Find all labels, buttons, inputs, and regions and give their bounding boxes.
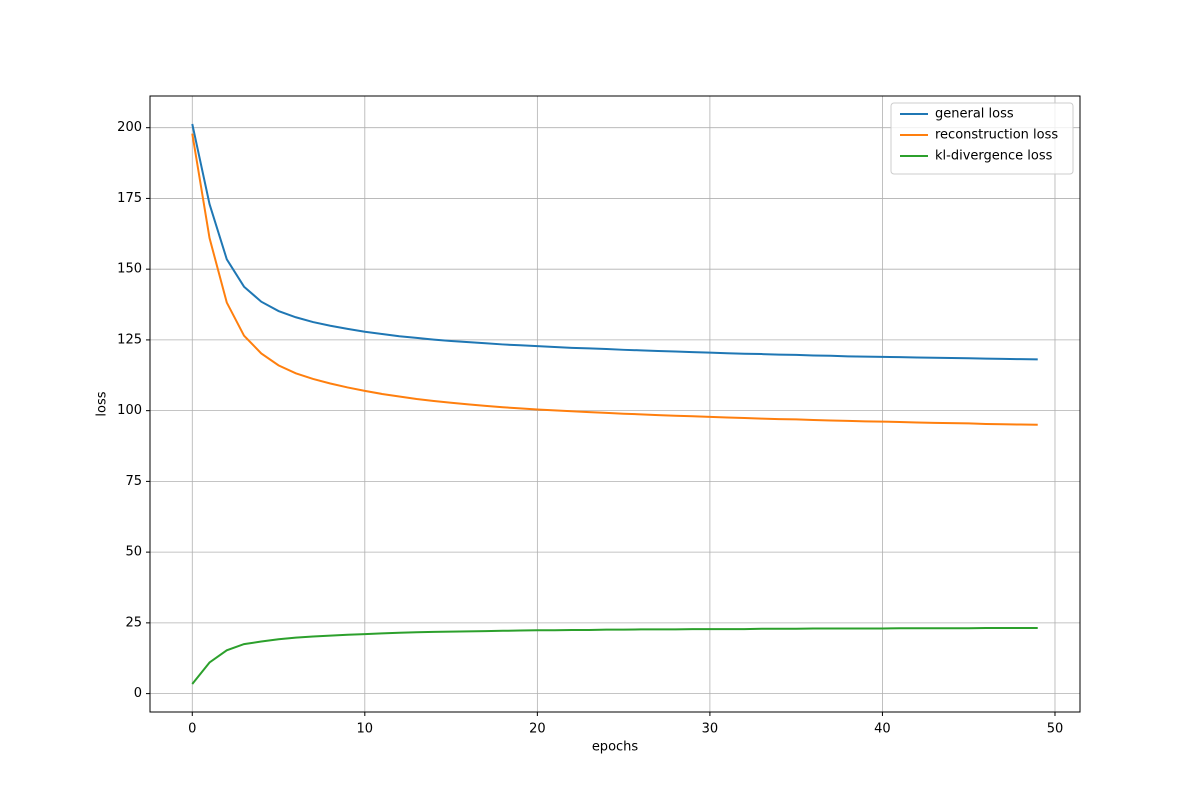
legend-box	[890, 102, 1074, 175]
x-tick-label: 30	[702, 722, 719, 737]
line-series	[191, 133, 1038, 426]
x-tick-label: 20	[529, 722, 546, 737]
line-series	[191, 626, 1038, 685]
axes-frame	[149, 95, 1081, 713]
y-tick-label: 100	[117, 403, 142, 418]
legend-label: general loss	[935, 107, 1014, 122]
x-tick-label: 10	[357, 722, 374, 737]
y-tick-label: 25	[125, 615, 142, 630]
y-tick-label: 50	[125, 545, 142, 560]
legend-label: kl-divergence loss	[935, 149, 1053, 164]
y-tick-label: 175	[117, 191, 142, 206]
y-tick-label: 75	[125, 474, 142, 489]
legend: general loss reconstruction loss kl-diverg…	[890, 102, 1074, 175]
legend-label: reconstruction loss	[935, 128, 1058, 143]
line-series	[191, 123, 1038, 361]
y-axis-label: loss	[95, 391, 110, 416]
y-tick-label: 125	[117, 332, 142, 347]
x-tick-label: 40	[874, 722, 891, 737]
x-tick-label: 0	[188, 722, 196, 737]
y-tick-label: 0	[134, 686, 142, 701]
x-axis-label: epochs	[592, 740, 639, 755]
y-tick-label: 150	[117, 262, 142, 277]
y-tick-label: 200	[117, 120, 142, 135]
x-tick-label: 50	[1047, 722, 1064, 737]
